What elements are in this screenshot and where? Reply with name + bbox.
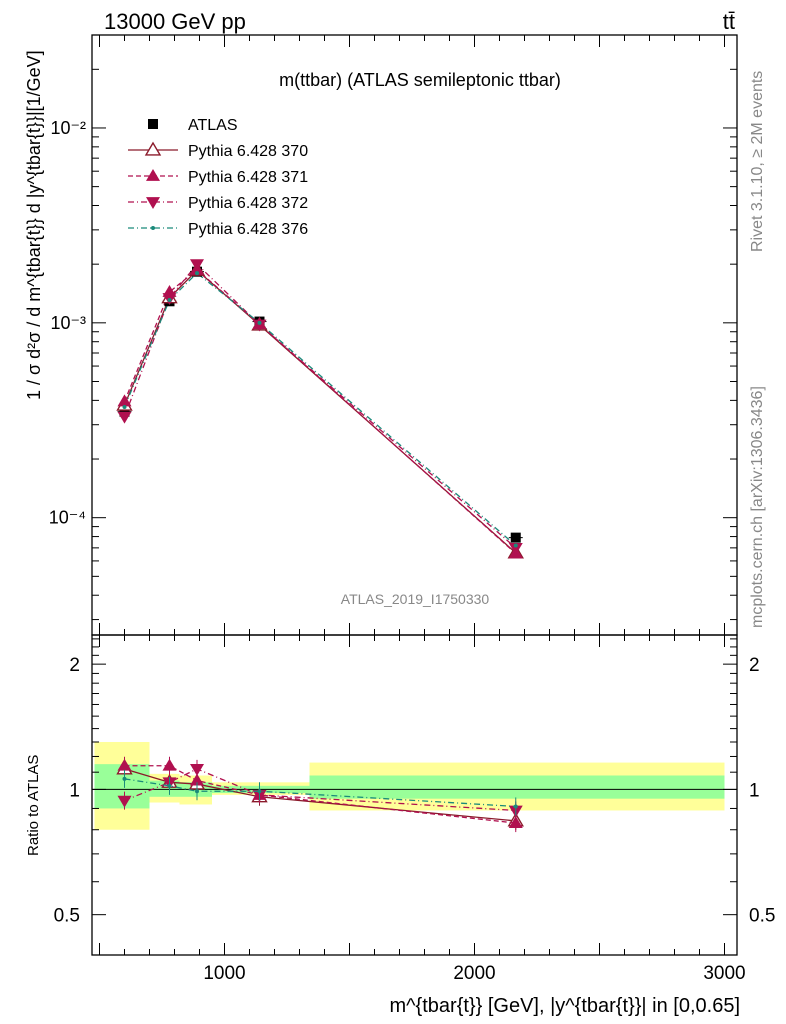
ratio-y-tick-label-right: 2 — [749, 655, 760, 676]
data-point — [513, 543, 518, 548]
legend-label: Pythia 6.428 376 — [188, 221, 308, 238]
data-point — [510, 532, 521, 543]
data-point — [119, 406, 130, 417]
analysis-watermark: ATLAS_2019_I1750330 — [341, 591, 490, 607]
legend-marker — [151, 226, 155, 230]
process-label: tt̄ — [723, 9, 735, 34]
ratio-y-tick-label: 1 — [69, 780, 80, 801]
main-y-axis-label: 1 / σ d²σ / d m^{tbar{t}} d |y^{tbar{t}}… — [24, 50, 44, 400]
legend-marker — [148, 119, 158, 129]
y-tick-label: 10⁻³ — [50, 313, 86, 333]
ratio-frame — [91, 634, 738, 956]
legend-label: ATLAS — [188, 117, 238, 134]
ratio-point — [190, 773, 204, 786]
ratio-y-tick-label: 2 — [69, 655, 80, 676]
ratio-point — [190, 764, 204, 776]
data-point — [117, 411, 132, 424]
rivet-label: Rivet 3.1.10, ≥ 2M events — [749, 71, 766, 252]
mcplots-label: mcplots.cern.ch [arXiv:1306.3436] — [749, 386, 766, 628]
data-point — [122, 404, 127, 409]
legend-label: Pythia 6.428 370 — [188, 143, 308, 160]
legend-label: Pythia 6.428 371 — [188, 169, 308, 186]
x-axis-label: m^{tbar{t}} [GeV], |y^{tbar{t}}| in [0,0… — [390, 995, 741, 1017]
ratio-point — [117, 758, 132, 771]
y-tick-label: 10⁻² — [50, 118, 86, 138]
legend-marker — [146, 169, 160, 181]
ratio-point — [122, 776, 127, 781]
legend-label: Pythia 6.428 372 — [188, 195, 308, 212]
data-point — [508, 542, 523, 555]
ratio-series-line — [124, 778, 516, 808]
ratio-point — [162, 758, 177, 771]
ratio-y-tick-label-right: 0.5 — [749, 906, 775, 927]
ratio-point — [195, 789, 199, 794]
main-title: m(ttbar) (ATLAS semileptonic ttbar) — [279, 70, 561, 90]
data-point — [252, 319, 267, 332]
ratio-point — [257, 789, 262, 794]
data-point — [195, 271, 199, 276]
main-panel: m(ttbar) (ATLAS semileptonic ttbar) ATLA… — [24, 34, 738, 636]
ratio-point — [513, 804, 518, 809]
legend-marker — [144, 141, 162, 156]
data-point — [190, 259, 204, 272]
energy-label: 13000 GeV pp — [104, 9, 246, 34]
ratio-point — [117, 795, 132, 808]
ratio-y-tick-label-right: 1 — [749, 780, 760, 801]
series-line — [123, 269, 517, 554]
series-line — [123, 272, 517, 546]
legend-marker — [146, 197, 160, 209]
x-tick-label: 1000 — [203, 963, 245, 984]
x-tick-label: 2000 — [453, 963, 495, 984]
x-tick-label: 3000 — [703, 963, 745, 984]
ratio-point — [508, 816, 523, 828]
series-line — [123, 269, 517, 554]
data-point — [167, 297, 172, 302]
y-tick-label: 10⁻⁴ — [49, 508, 86, 528]
legend: ATLAS Pythia 6.428 370 Pythia 6.428 371 Pyt… — [128, 117, 308, 238]
ratio-y-axis-label: Ratio to ATLAS — [25, 755, 42, 856]
ratio-band-green — [309, 775, 725, 799]
data-point — [257, 320, 262, 325]
ratio-y-tick-label: 0.5 — [54, 906, 80, 927]
data-point — [117, 394, 132, 407]
ratio-point — [167, 783, 172, 788]
ratio-panel: Ratio to ATLAS m^{tbar{t}} [GeV], |y^{tb… — [25, 634, 775, 1017]
series-line — [123, 263, 517, 549]
